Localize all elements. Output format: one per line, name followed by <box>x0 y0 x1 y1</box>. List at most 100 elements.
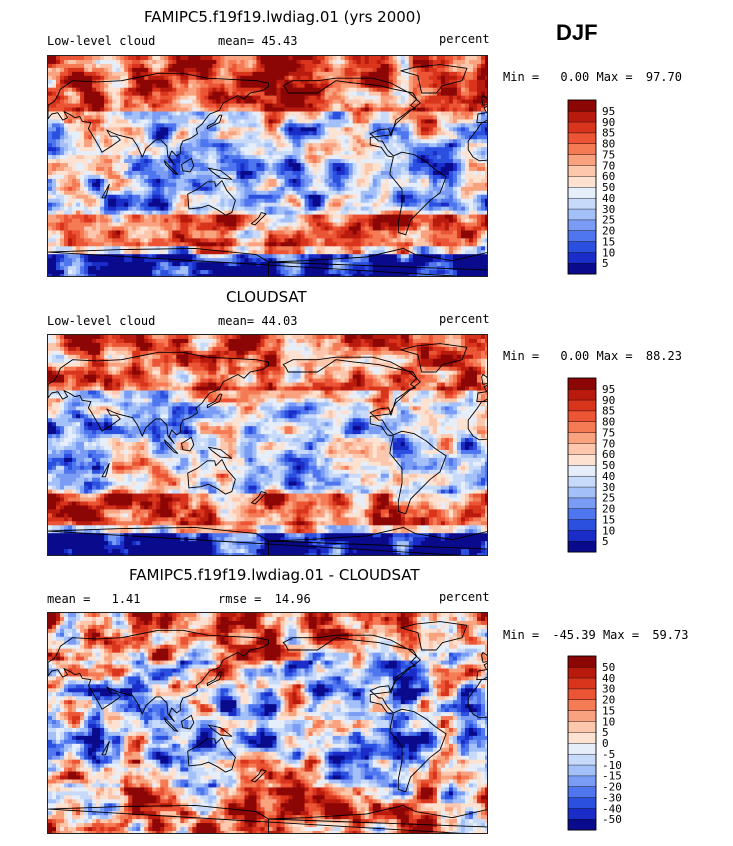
field1-cell <box>300 178 305 184</box>
field1-cell <box>120 198 125 204</box>
field1-cell <box>400 151 406 156</box>
field1-cell <box>404 167 410 172</box>
field1-cell <box>60 131 65 136</box>
field1-cell <box>108 163 113 168</box>
field1-cell <box>324 194 330 200</box>
field1-cell <box>72 182 77 188</box>
field1-cell <box>264 83 269 89</box>
field1-cell <box>376 178 382 184</box>
field1-cell <box>364 147 370 152</box>
field1-cell <box>320 159 326 164</box>
field1-cell <box>468 119 474 124</box>
field1-cell <box>364 159 370 164</box>
field1-cell <box>420 95 426 100</box>
field1-cell <box>244 222 249 227</box>
field1-cell <box>228 111 233 116</box>
field1-cell <box>68 174 73 180</box>
field1-cell <box>132 67 137 73</box>
field1-cell <box>176 214 181 219</box>
field1-cell <box>120 206 125 211</box>
field1-cell <box>88 234 93 239</box>
field1-cell <box>316 67 322 73</box>
field1-cell <box>436 226 442 231</box>
field1-cell <box>200 226 205 231</box>
field1-cell <box>248 194 253 200</box>
field1-cell <box>80 99 85 104</box>
field1-cell <box>72 63 77 69</box>
field1-cell <box>292 83 297 89</box>
field1-cell <box>136 115 141 120</box>
field1-cell <box>464 222 470 227</box>
field1-cell <box>132 131 137 136</box>
field1-cell <box>452 174 458 180</box>
field1-cell <box>136 234 141 239</box>
field1-cell <box>204 155 209 160</box>
field1-cell <box>232 186 237 192</box>
field1-cell <box>320 167 326 172</box>
field1-cell <box>212 91 217 97</box>
field1-cell <box>416 115 422 120</box>
field1-cell <box>104 71 109 77</box>
field1-cell <box>348 103 354 108</box>
field1-cell <box>204 151 209 156</box>
field1-cell <box>452 198 458 204</box>
field1-cell <box>204 56 209 61</box>
field1-cell <box>464 155 470 160</box>
field1-cell <box>352 210 358 215</box>
field1-cell <box>340 135 346 140</box>
field1-cell <box>112 79 117 85</box>
field1-cell <box>152 119 157 124</box>
field1-cell <box>364 67 370 73</box>
field1-cell <box>60 95 65 100</box>
field1-cell <box>300 206 305 211</box>
field1-cell <box>432 75 438 81</box>
field1-cell <box>476 75 482 81</box>
field1-cell <box>332 226 338 231</box>
field1-cell <box>160 67 165 73</box>
field1-cell <box>148 71 153 77</box>
field1-cell <box>48 127 53 132</box>
field1-cell <box>356 202 362 208</box>
field1-cell <box>112 174 117 180</box>
field1-cell <box>332 198 338 204</box>
field1-cell <box>84 56 89 61</box>
field1-cell <box>84 178 89 184</box>
field1-cell <box>88 226 93 231</box>
field1-cell <box>164 99 169 104</box>
field1-cell <box>336 87 342 93</box>
field1-cell <box>416 198 422 204</box>
field1-cell <box>368 123 374 128</box>
field1-cell <box>224 206 229 211</box>
field1-cell <box>116 123 121 128</box>
field1-cell <box>80 151 85 156</box>
field1-cell <box>460 67 466 73</box>
field1-cell <box>264 182 269 188</box>
field1-cell <box>384 210 390 215</box>
field1-cell <box>192 75 197 81</box>
field1-cell <box>472 206 478 211</box>
field1-cell <box>424 75 430 81</box>
field1-cell <box>248 210 253 215</box>
field1-cell <box>444 139 450 144</box>
field1-cell <box>184 174 189 180</box>
field1-cell <box>108 159 113 164</box>
field1-cell <box>260 135 265 140</box>
field1-cell <box>380 59 386 65</box>
field1-cell <box>284 107 289 112</box>
field1-cell <box>348 226 354 231</box>
field1-cell <box>392 59 398 65</box>
field1-cell <box>252 111 257 116</box>
field1-cell <box>388 206 394 211</box>
field1-cell <box>360 107 366 112</box>
field1-cell <box>208 206 213 211</box>
field1-cell <box>352 59 358 65</box>
field1-cell <box>448 159 454 164</box>
field1-cell <box>204 190 209 196</box>
field1-cell <box>164 139 169 144</box>
field1-cell <box>268 103 273 108</box>
field1-cell <box>144 139 149 144</box>
field1-cell <box>396 59 402 65</box>
field1-cell <box>440 111 446 116</box>
field1-cell <box>176 147 181 152</box>
field1-cell <box>396 71 402 77</box>
